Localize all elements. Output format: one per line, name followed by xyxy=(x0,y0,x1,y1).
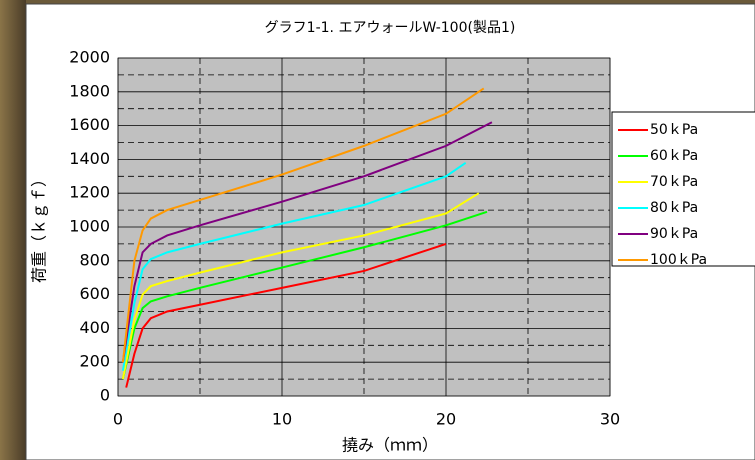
chart-title: グラフ1-1. エアウォールW-100(製品1) xyxy=(265,20,516,36)
y-tick-label: 1600 xyxy=(69,115,110,134)
x-tick-label: 20 xyxy=(436,410,456,429)
y-axis-label: 荷重（ｋｇｆ） xyxy=(30,171,49,283)
legend-label: 90ｋPa xyxy=(650,226,698,242)
legend-label: 50ｋPa xyxy=(650,122,698,138)
photo-edge xyxy=(0,0,26,460)
y-tick-label: 0 xyxy=(100,386,110,405)
legend-label: 80ｋPa xyxy=(650,200,698,216)
x-tick-label: 10 xyxy=(272,410,292,429)
y-tick-label: 1400 xyxy=(69,149,110,168)
y-tick-label: 400 xyxy=(79,318,110,337)
y-tick-label: 2000 xyxy=(69,48,110,67)
x-tick-label: 0 xyxy=(113,410,123,429)
legend-label: 70ｋPa xyxy=(650,174,698,190)
legend-label: 100ｋPa xyxy=(650,252,707,268)
legend-label: 60ｋPa xyxy=(650,148,698,164)
x-axis-label: 撓み（ｍｍ） xyxy=(342,436,438,455)
y-tick-label: 600 xyxy=(79,284,110,303)
y-tick-label: 200 xyxy=(79,352,110,371)
y-tick-label: 800 xyxy=(79,250,110,269)
y-tick-label: 1800 xyxy=(69,81,110,100)
chart: グラフ1-1. エアウォールW-100(製品1) 撓み（ｍｍ） 荷重（ｋｇｆ） … xyxy=(0,0,755,460)
y-tick-label: 1200 xyxy=(69,183,110,202)
y-tick-label: 1000 xyxy=(69,217,110,236)
x-tick-label: 30 xyxy=(600,410,620,429)
